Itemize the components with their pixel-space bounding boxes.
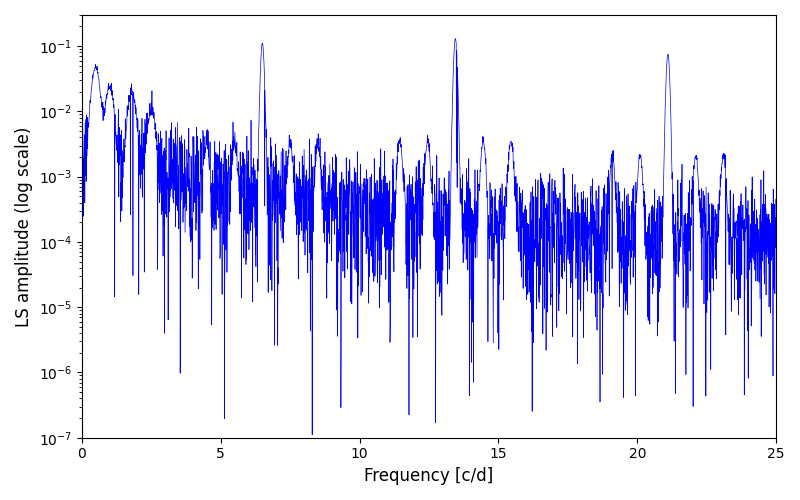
X-axis label: Frequency [c/d]: Frequency [c/d] (364, 467, 494, 485)
Y-axis label: LS amplitude (log scale): LS amplitude (log scale) (15, 126, 33, 326)
